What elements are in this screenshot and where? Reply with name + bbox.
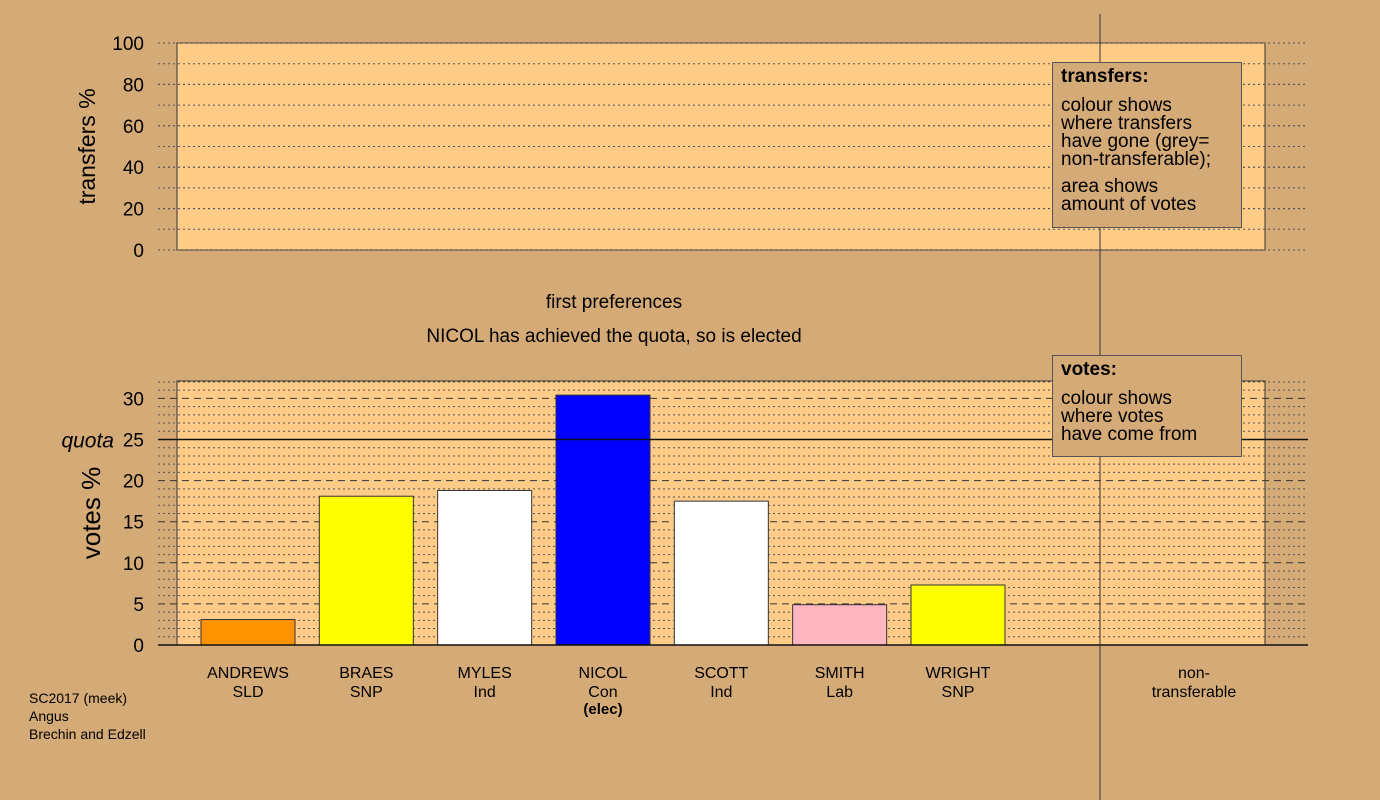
- transfers-tick-label: 0: [133, 241, 144, 262]
- candidate-label: ANDREWS: [207, 665, 289, 682]
- votes-legend-title: votes:: [1061, 359, 1117, 380]
- votes-tick-label: 25: [123, 431, 144, 452]
- footer-caption: SC2017 (meek) Angus Brechin and Edzell: [29, 689, 146, 743]
- votes-legend-line: have come from: [1061, 424, 1198, 445]
- transfers-tick-label: 20: [123, 200, 144, 221]
- bar-myles: [437, 489, 533, 646]
- bar-scott: [673, 500, 769, 646]
- candidate-label: MYLES: [458, 665, 512, 682]
- votes-tick-label: 10: [123, 554, 144, 575]
- votes-legend-box: votes: colour shows where votes have com…: [1052, 355, 1242, 457]
- transfers-legend-line: have gone (grey=: [1061, 131, 1210, 152]
- party-label: SLD: [232, 684, 263, 701]
- nontransferable-label: transferable: [1152, 684, 1237, 701]
- transfers-tick-label: 40: [123, 158, 144, 179]
- party-label: Con: [588, 684, 617, 701]
- chart-title: first preferences: [546, 292, 682, 313]
- candidate-label: SMITH: [815, 665, 865, 682]
- bar-braes: [318, 495, 414, 646]
- transfers-legend-title: transfers:: [1061, 66, 1149, 87]
- votes-tick-label: 15: [123, 513, 144, 534]
- transfers-tick-label: 80: [123, 75, 144, 96]
- bar-andrews: [200, 619, 296, 646]
- party-label: Ind: [474, 684, 496, 701]
- footer-ward: Brechin and Edzell: [29, 726, 146, 742]
- chart-subtitle: NICOL has achieved the quota, so is elec…: [426, 326, 801, 347]
- nontransferable-label: non-: [1178, 665, 1210, 682]
- candidate-label: BRAES: [339, 665, 393, 682]
- candidate-label: NICOL: [579, 665, 628, 682]
- elected-label: (elec): [583, 701, 622, 718]
- votes-tick-label: 5: [133, 595, 144, 616]
- candidate-label: WRIGHT: [926, 665, 991, 682]
- candidate-label: SCOTT: [694, 665, 748, 682]
- footer-election: SC2017 (meek): [29, 690, 128, 706]
- bar-smith: [792, 604, 888, 646]
- transfers-axis-label: transfers %: [74, 88, 100, 204]
- party-label: Lab: [826, 684, 853, 701]
- votes-legend-line: where votes: [1061, 406, 1164, 427]
- votes-tick-label: 0: [133, 636, 144, 657]
- transfers-tick-label: 60: [123, 117, 144, 138]
- votes-tick-label: 30: [123, 389, 144, 410]
- bar-nicol: [555, 394, 651, 646]
- votes-legend-line: colour shows: [1061, 388, 1172, 409]
- party-label: SNP: [942, 684, 975, 701]
- transfers-legend-box: transfers: colour shows where transfers …: [1052, 62, 1242, 228]
- transfers-legend-line: amount of votes: [1061, 194, 1197, 215]
- footer-council: Angus: [29, 708, 69, 724]
- quota-label: quota: [61, 430, 114, 453]
- votes-axis-label: votes %: [76, 467, 106, 560]
- transfers-legend-line: non-transferable);: [1061, 149, 1211, 170]
- transfers-tick-label: 100: [112, 34, 144, 55]
- transfers-legend-line: where transfers: [1061, 113, 1192, 134]
- bar-wright: [910, 584, 1006, 646]
- party-label: SNP: [350, 684, 383, 701]
- transfers-legend-line: colour shows: [1061, 95, 1172, 116]
- transfers-legend-line: area shows: [1061, 176, 1159, 197]
- votes-tick-label: 20: [123, 472, 144, 493]
- party-label: Ind: [710, 684, 732, 701]
